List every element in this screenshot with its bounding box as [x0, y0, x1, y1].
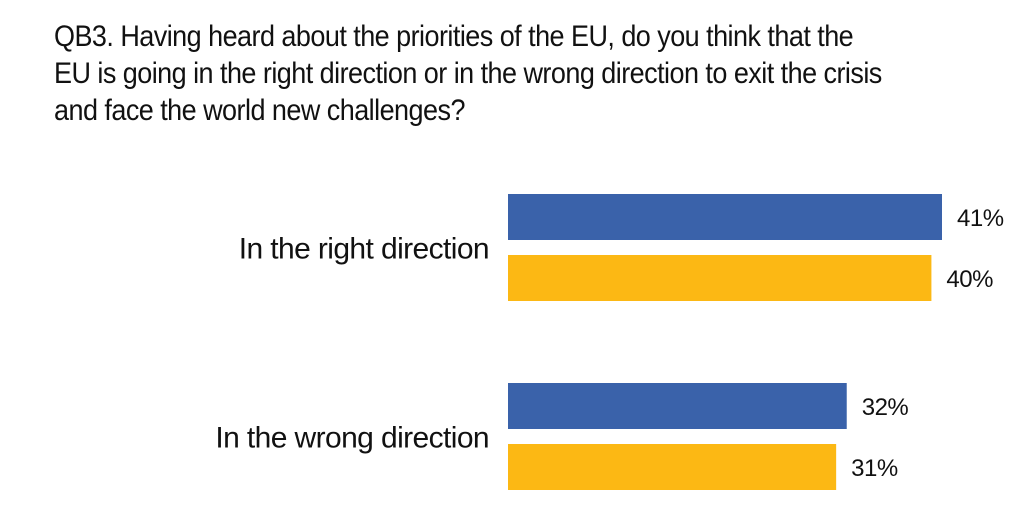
value-label: 41%	[957, 205, 1004, 232]
value-label: 31%	[851, 455, 898, 482]
category-label: In the wrong direction	[215, 422, 489, 455]
bar	[508, 383, 847, 429]
bar	[508, 194, 942, 240]
category-label: In the right direction	[239, 233, 489, 266]
bar	[508, 444, 837, 490]
question-title: QB3. Having heard about the priorities o…	[54, 20, 882, 127]
bar	[508, 255, 932, 301]
value-label: 40%	[946, 266, 993, 293]
value-label: 32%	[862, 394, 909, 421]
